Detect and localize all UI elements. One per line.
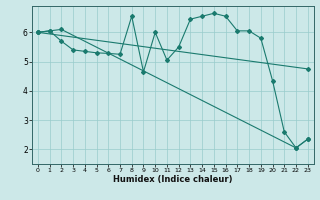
X-axis label: Humidex (Indice chaleur): Humidex (Indice chaleur) bbox=[113, 175, 233, 184]
